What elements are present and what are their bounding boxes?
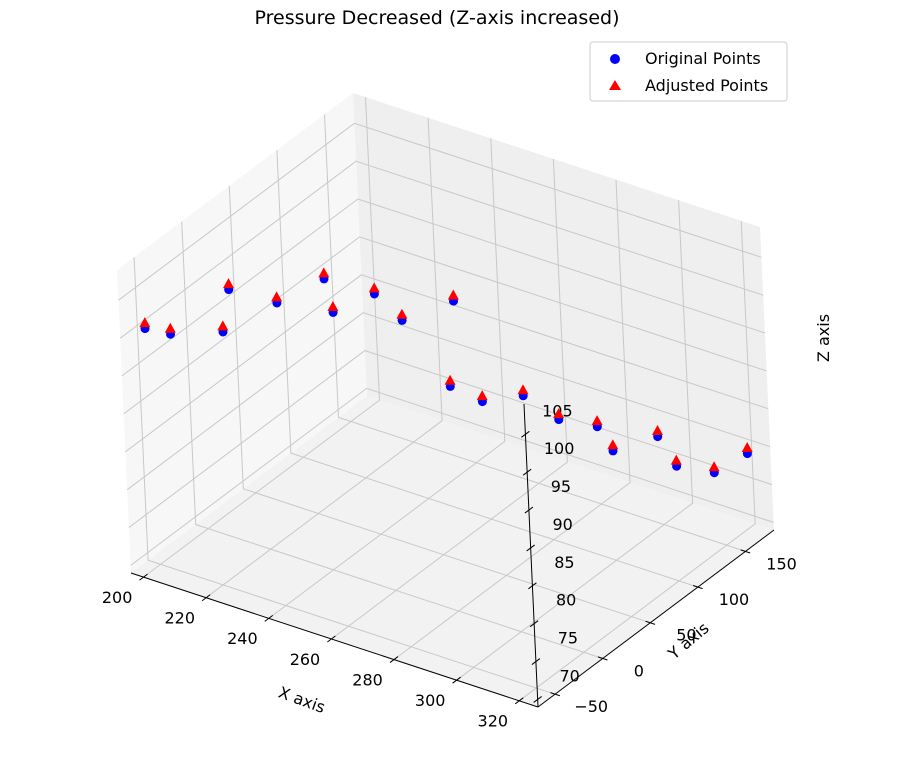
y-tick-label: 100 bbox=[719, 590, 750, 609]
z-tick-label: 70 bbox=[559, 666, 579, 685]
x-tick bbox=[327, 635, 336, 643]
legend-label-original-points: Original Points bbox=[645, 49, 761, 68]
data-points bbox=[139, 267, 753, 478]
y-tick bbox=[645, 620, 656, 625]
z-gridline bbox=[118, 122, 762, 301]
z-gridline bbox=[128, 350, 773, 528]
z-axis-line bbox=[523, 403, 539, 708]
left-wall-pane bbox=[117, 93, 367, 573]
z-gridline bbox=[126, 312, 771, 491]
x-gridline bbox=[331, 158, 568, 640]
x-tick bbox=[452, 676, 461, 684]
y-tick-label: 0 bbox=[634, 661, 644, 680]
z-tick bbox=[524, 506, 534, 514]
z-tick bbox=[529, 620, 539, 628]
axes-gridlines bbox=[118, 97, 774, 702]
y-gridline bbox=[324, 114, 746, 552]
adjusted-point bbox=[139, 317, 151, 328]
z-gridline bbox=[125, 274, 769, 453]
z-tick bbox=[531, 658, 541, 665]
adjusted-point bbox=[271, 291, 283, 302]
z-tick bbox=[521, 430, 530, 438]
x-gridline bbox=[518, 220, 756, 702]
adjusted-point bbox=[217, 320, 229, 331]
x-gridline bbox=[205, 117, 443, 599]
axes-panes bbox=[117, 93, 774, 707]
z-tick bbox=[526, 544, 535, 552]
z-tick-label: 85 bbox=[554, 553, 574, 572]
chart-title: Pressure Decreased (Z-axis increased) bbox=[255, 7, 620, 29]
z-gridline bbox=[121, 198, 766, 377]
x-tick bbox=[389, 656, 399, 663]
adjusted-point bbox=[444, 374, 456, 385]
x-gridline bbox=[456, 200, 694, 681]
y-tick bbox=[550, 692, 561, 697]
x-gridline bbox=[143, 97, 381, 578]
y-gridline bbox=[181, 221, 603, 659]
x-tick-label: 220 bbox=[164, 609, 195, 628]
legend-frame bbox=[589, 41, 788, 102]
y-tick bbox=[597, 656, 608, 661]
y-gridline bbox=[276, 150, 699, 588]
adjusted-point bbox=[591, 415, 603, 426]
x-tick bbox=[201, 594, 211, 602]
x-gridline bbox=[268, 138, 506, 619]
adjusted-point bbox=[476, 390, 488, 401]
z-tick bbox=[522, 468, 532, 476]
x-tick bbox=[514, 697, 524, 705]
z-tick bbox=[533, 696, 542, 703]
x-tick-label: 200 bbox=[102, 588, 133, 607]
z-axis-label: Z axis bbox=[814, 314, 833, 362]
legend-marker-original-points bbox=[610, 54, 620, 64]
x-tick bbox=[264, 614, 274, 622]
z-gridline bbox=[123, 236, 767, 415]
x-tick-label: 320 bbox=[478, 712, 509, 731]
floor-pane bbox=[131, 396, 774, 707]
legend-label-adjusted-points: Adjusted Points bbox=[645, 76, 768, 95]
x-axis-line bbox=[130, 572, 539, 708]
adjusted-point bbox=[670, 454, 682, 465]
adjusted-point bbox=[553, 408, 565, 419]
z-tick-label: 75 bbox=[558, 629, 578, 648]
adjusted-point bbox=[223, 278, 234, 289]
x-tick-label: 300 bbox=[415, 691, 446, 710]
x-gridline bbox=[393, 179, 631, 660]
y-gridline bbox=[228, 185, 651, 624]
adjusted-point bbox=[164, 322, 176, 333]
z-tick bbox=[528, 582, 537, 590]
legend-marker-adjusted-points bbox=[609, 80, 621, 90]
z-gridline bbox=[119, 160, 764, 339]
adjusted-point bbox=[741, 442, 753, 452]
y-tick-label: 50 bbox=[676, 626, 696, 645]
y-tick-label: −50 bbox=[574, 697, 608, 716]
adjusted-point bbox=[396, 308, 408, 319]
y-tick bbox=[692, 585, 703, 590]
z-tick-label: 80 bbox=[556, 591, 576, 610]
adjusted-point bbox=[447, 289, 459, 300]
adjusted-point bbox=[368, 282, 380, 293]
z-tick-label: 95 bbox=[551, 477, 571, 496]
legend: Original Points Adjusted Points bbox=[589, 41, 788, 102]
x-tick-label: 240 bbox=[227, 629, 258, 648]
adjusted-point bbox=[708, 461, 720, 472]
adjusted-point bbox=[607, 439, 619, 450]
adjusted-point bbox=[318, 267, 330, 278]
z-tick-label: 90 bbox=[552, 515, 572, 534]
back-wall-pane bbox=[353, 93, 774, 530]
x-tick-label: 260 bbox=[290, 650, 321, 669]
axes-lines bbox=[130, 403, 775, 708]
x-tick-label: 280 bbox=[352, 670, 383, 689]
adjusted-point bbox=[652, 425, 663, 435]
y-tick bbox=[740, 549, 751, 554]
z-gridline bbox=[130, 387, 774, 566]
adjusted-point bbox=[517, 384, 529, 395]
y-axis-line bbox=[537, 529, 775, 708]
axes-ticks: 200 220 240 260 280 300 320 −50 0 50 100 150 70 75 80 8… bbox=[102, 401, 797, 730]
x-tick bbox=[139, 573, 148, 581]
y-gridline bbox=[133, 257, 556, 695]
y-tick-label: 150 bbox=[766, 554, 797, 573]
z-tick-label: 100 bbox=[544, 439, 575, 458]
adjusted-point bbox=[327, 301, 339, 311]
